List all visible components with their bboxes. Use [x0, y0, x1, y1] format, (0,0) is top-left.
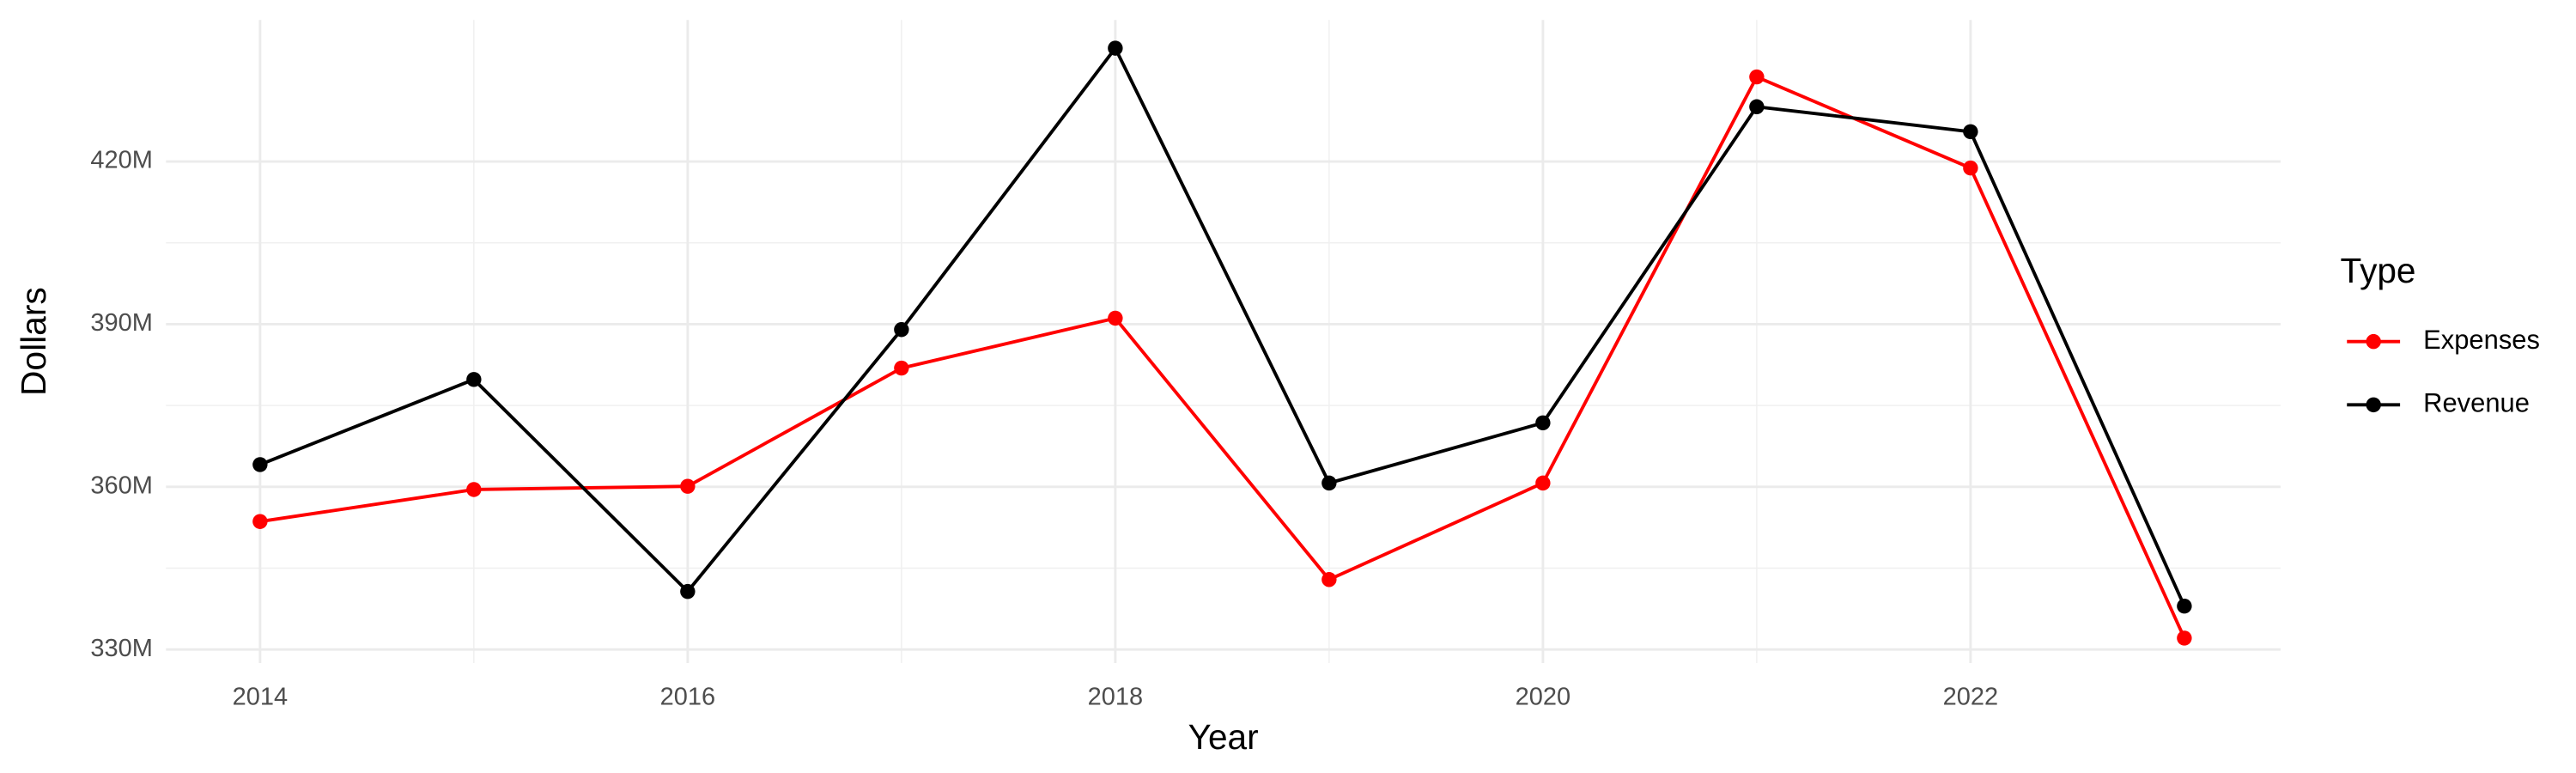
legend-key-point: [2366, 333, 2381, 350]
data-point: [1108, 310, 1123, 326]
data-point: [894, 322, 909, 338]
x-axis-title: Year: [1188, 717, 1259, 757]
data-point: [1535, 475, 1551, 491]
x-tick-label: 2016: [660, 683, 715, 710]
data-point: [1535, 415, 1551, 431]
data-point: [680, 583, 696, 600]
data-point: [894, 360, 909, 376]
data-point: [466, 482, 482, 497]
legend-title: Type: [2341, 251, 2416, 290]
data-point: [2177, 598, 2192, 614]
x-tick-label: 2014: [233, 683, 288, 710]
x-tick-label: 2020: [1516, 683, 1571, 710]
data-point: [680, 478, 696, 494]
data-point: [2177, 630, 2192, 646]
data-point: [1321, 572, 1337, 587]
x-tick-label: 2022: [1943, 683, 1998, 710]
x-tick-label: 2018: [1088, 683, 1143, 710]
series-line: [259, 45, 2186, 607]
legend-key-point: [2366, 397, 2381, 413]
data-point: [1963, 124, 1978, 140]
data-point: [1749, 99, 1765, 115]
legend-label: Revenue: [2423, 387, 2530, 417]
y-tick-label: 330M: [90, 635, 152, 662]
y-tick-label: 360M: [90, 472, 152, 499]
data-point: [1108, 40, 1123, 56]
data-point: [1749, 69, 1765, 85]
y-tick-label: 420M: [90, 147, 152, 174]
legend-label: Expenses: [2423, 325, 2540, 355]
data-point: [252, 457, 268, 472]
y-tick-label: 390M: [90, 309, 152, 337]
data-point: [252, 514, 268, 529]
series-line: [259, 75, 2186, 639]
y-axis-title: Dollars: [14, 287, 53, 396]
data-point: [466, 372, 482, 387]
data-point: [1321, 475, 1337, 491]
data-point: [1963, 160, 1978, 176]
